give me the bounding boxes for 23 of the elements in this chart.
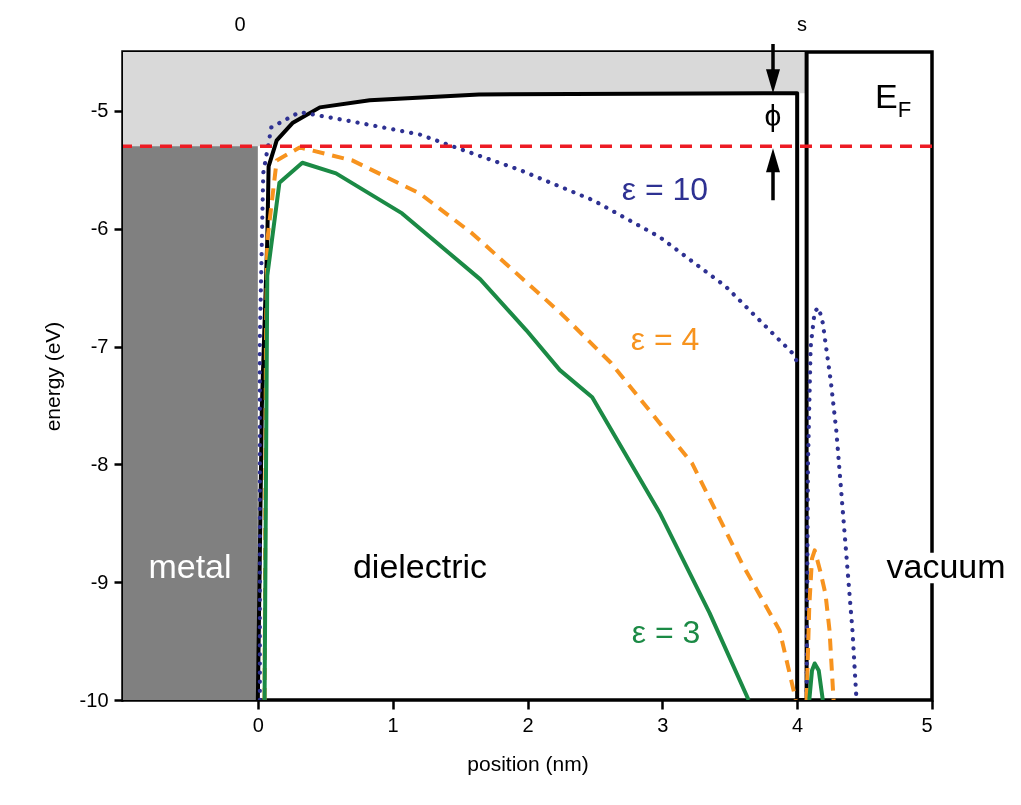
y-tick-label: -10 [79,688,109,711]
annotation: dielectric [352,547,488,585]
series-label: ε = 4 [630,321,700,357]
x-tick-label: 4 [792,713,804,736]
y-tick-label: -5 [90,99,109,122]
x-tick-label: 3 [657,713,669,736]
series-label: ε = 3 [631,614,701,650]
text: 0 [234,13,246,35]
y-tick-label: -8 [90,452,109,475]
y-tick-label: -7 [90,335,109,358]
x-tick-label: 5 [921,713,933,736]
x-axis-title: position (nm) [467,751,589,775]
x-tick-label: 1 [387,713,399,736]
x-tick-label: 0 [252,713,264,736]
annotation: ϕ [764,99,782,132]
annotation: vacuum [886,547,1006,585]
y-tick-label: -9 [90,570,109,593]
series-label: ε = 10 [621,171,709,207]
y-axis-title: energy (eV) [40,321,64,432]
y-tick-label: -6 [90,217,109,240]
x-tick-label: 2 [522,713,534,736]
band-label: metal [148,547,232,585]
text: s [797,13,807,35]
